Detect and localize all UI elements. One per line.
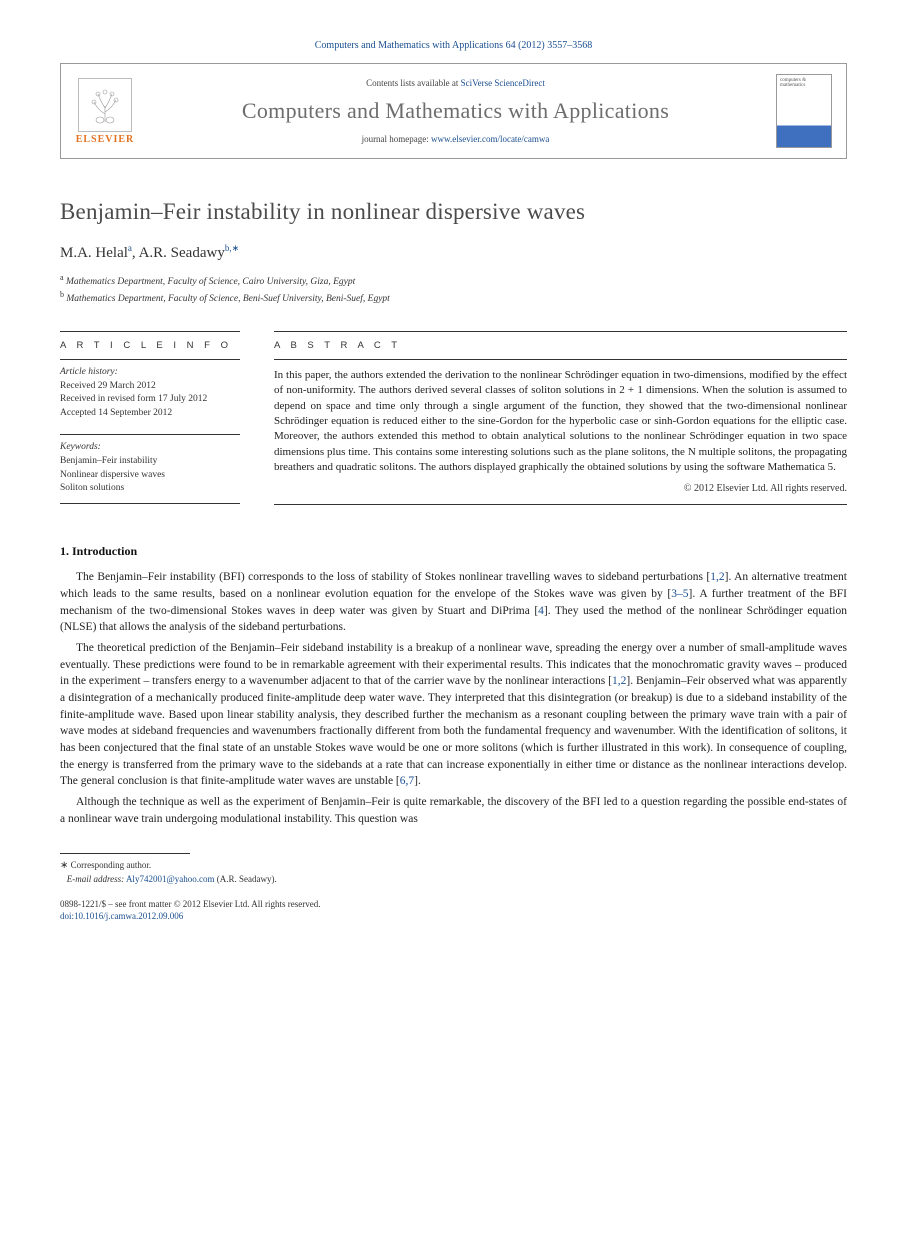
front-matter-line: 0898-1221/$ – see front matter © 2012 El…: [60, 898, 847, 923]
received-date: Received 29 March 2012: [60, 380, 240, 393]
footnote-separator: [60, 853, 190, 854]
keywords-block: Keywords: Benjamin–Feir instability Nonl…: [60, 434, 240, 504]
section-1-body: The Benjamin–Feir instability (BFI) corr…: [60, 569, 847, 827]
header-center: Contents lists available at SciVerse Sci…: [151, 78, 760, 144]
article-info: A R T I C L E I N F O Article history: R…: [60, 331, 240, 518]
doi-label: doi:: [60, 911, 74, 921]
keyword-1: Benjamin–Feir instability: [60, 455, 240, 468]
affiliation-a: a Mathematics Department, Faculty of Sci…: [60, 272, 847, 289]
journal-homepage: journal homepage: www.elsevier.com/locat…: [151, 134, 760, 144]
affiliation-b-text: Mathematics Department, Faculty of Scien…: [66, 295, 389, 305]
p2c: ].: [414, 775, 421, 787]
abstract-text: In this paper, the authors extended the …: [274, 369, 847, 473]
publisher-logo: ELSEVIER: [75, 78, 135, 145]
ref-link-3-5[interactable]: 3–5: [671, 588, 688, 600]
ref-link-1-2b[interactable]: 1,2: [612, 675, 626, 687]
history-title: Article history:: [60, 366, 240, 379]
keyword-3: Soliton solutions: [60, 482, 240, 495]
email-label: E-mail address:: [67, 874, 124, 884]
intro-para-1: The Benjamin–Feir instability (BFI) corr…: [60, 569, 847, 636]
affiliations: a Mathematics Department, Faculty of Sci…: [60, 272, 847, 307]
authors-line: M.A. Helala, A.R. Seadawyb,∗: [60, 243, 847, 262]
homepage-link[interactable]: www.elsevier.com/locate/camwa: [431, 134, 549, 144]
corresponding-mark: ∗: [232, 243, 240, 253]
footnote-star-icon: ∗: [60, 860, 68, 871]
author-1: M.A. Helal: [60, 245, 128, 261]
elsevier-tree-icon: [78, 78, 132, 132]
ref-link-6-7[interactable]: 6,7: [400, 775, 414, 787]
journal-cover-thumb: computers & mathematics: [776, 74, 832, 148]
email-link[interactable]: Aly742001@yahoo.com: [126, 874, 215, 884]
affiliation-a-text: Mathematics Department, Faculty of Scien…: [66, 277, 355, 287]
homepage-prefix: journal homepage:: [362, 134, 431, 144]
author-1-affil: a: [128, 243, 132, 253]
keywords-title: Keywords:: [60, 441, 240, 454]
contents-prefix: Contents lists available at: [366, 78, 460, 88]
abstract-heading: A B S T R A C T: [274, 331, 847, 351]
abstract-column: A B S T R A C T In this paper, the autho…: [274, 331, 847, 518]
abstract-copyright: © 2012 Elsevier Ltd. All rights reserved…: [274, 482, 847, 496]
journal-title: Computers and Mathematics with Applicati…: [151, 98, 760, 124]
revised-date: Received in revised form 17 July 2012: [60, 393, 240, 406]
elsevier-label: ELSEVIER: [76, 134, 135, 145]
intro-para-2: The theoretical prediction of the Benjam…: [60, 640, 847, 790]
affiliation-b: b Mathematics Department, Faculty of Sci…: [60, 289, 847, 306]
journal-header: ELSEVIER Contents lists available at Sci…: [60, 63, 847, 159]
corresponding-label: Corresponding author.: [71, 860, 152, 870]
citation-line: Computers and Mathematics with Applicati…: [60, 40, 847, 51]
article-title: Benjamin–Feir instability in nonlinear d…: [60, 199, 847, 225]
author-2-affil: b,: [225, 243, 232, 253]
article-info-heading: A R T I C L E I N F O: [60, 331, 240, 351]
author-2: A.R. Seadawy: [139, 245, 225, 261]
p2b: ]. Benjamin–Feir observed what was appar…: [60, 675, 847, 787]
section-1-heading: 1. Introduction: [60, 544, 847, 559]
sciencedirect-link[interactable]: SciVerse ScienceDirect: [461, 78, 545, 88]
corresponding-footnote: ∗ Corresponding author. E-mail address: …: [60, 859, 847, 886]
info-abstract-row: A R T I C L E I N F O Article history: R…: [60, 331, 847, 518]
front-matter-text: 0898-1221/$ – see front matter © 2012 El…: [60, 899, 321, 909]
email-author: (A.R. Seadawy).: [217, 874, 277, 884]
cover-text: computers & mathematics: [780, 78, 828, 88]
keyword-2: Nonlinear dispersive waves: [60, 469, 240, 482]
doi-link[interactable]: 10.1016/j.camwa.2012.09.006: [74, 911, 183, 921]
p1a: The Benjamin–Feir instability (BFI) corr…: [76, 571, 710, 583]
article-history-block: Article history: Received 29 March 2012 …: [60, 359, 240, 420]
ref-link-1-2[interactable]: 1,2: [710, 571, 724, 583]
contents-available: Contents lists available at SciVerse Sci…: [151, 78, 760, 88]
intro-para-3: Although the technique as well as the ex…: [60, 794, 847, 827]
abstract-body: In this paper, the authors extended the …: [274, 359, 847, 505]
accepted-date: Accepted 14 September 2012: [60, 407, 240, 420]
